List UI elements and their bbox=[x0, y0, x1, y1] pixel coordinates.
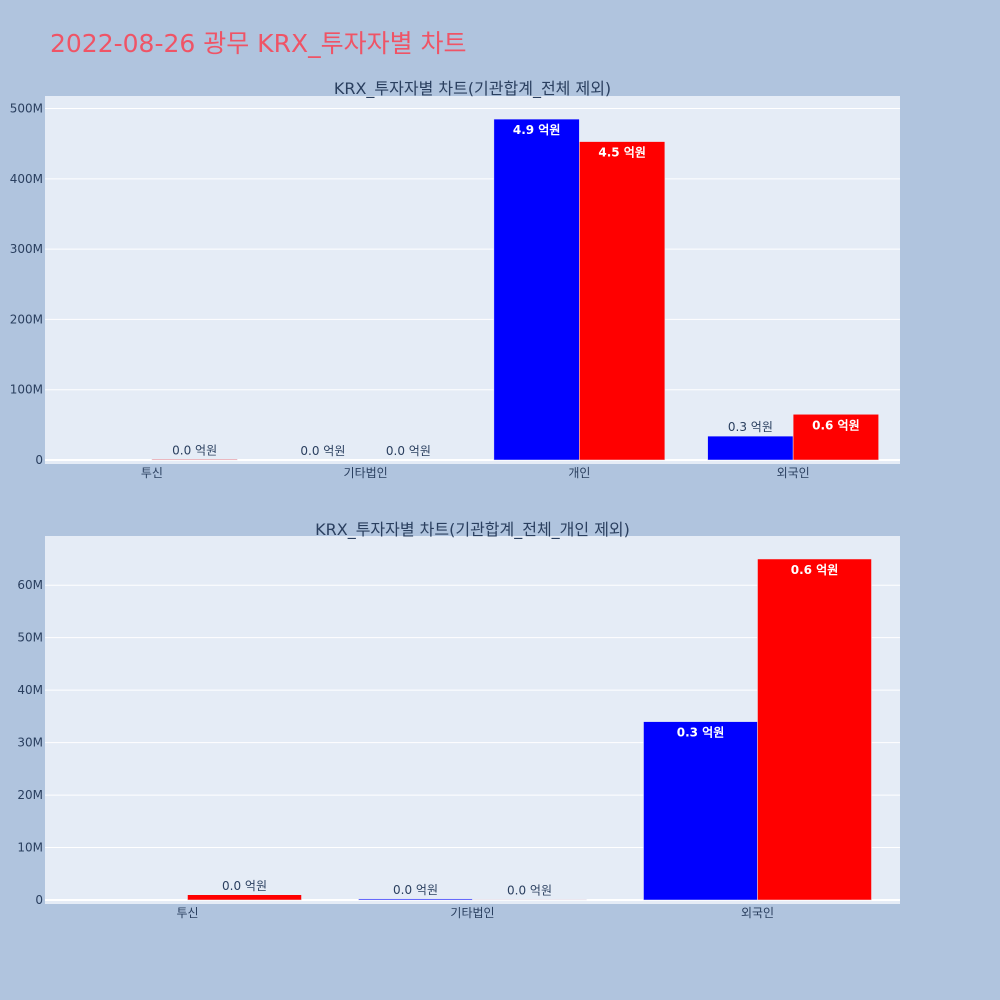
chart1-x-tick-label: 기타법인 bbox=[344, 466, 388, 480]
chart1-data-label: 4.9 억원 bbox=[513, 123, 561, 137]
chart2-x-tick-label: 투신 bbox=[176, 906, 198, 920]
chart2-y-tick-label: 20M bbox=[17, 788, 43, 802]
chart2-data-label: 0.3 억원 bbox=[677, 726, 725, 740]
chart2-y-tick-label: 50M bbox=[17, 631, 43, 645]
chart1-data-label: 0.0 억원 bbox=[386, 444, 431, 458]
chart1-y-tick-label: 500M bbox=[10, 102, 43, 116]
chart1-y-tick-label: 300M bbox=[10, 242, 43, 256]
chart2-bar-red bbox=[187, 894, 302, 901]
chart2-y-tick-label: 0 bbox=[35, 893, 43, 907]
chart1-data-label: 0.6 억원 bbox=[812, 418, 860, 432]
chart1-bar-red bbox=[792, 414, 879, 461]
chart1-x-tick-label: 투신 bbox=[141, 466, 163, 480]
chart1-bar-red bbox=[579, 141, 666, 461]
chart2-y-tick-label: 60M bbox=[17, 578, 43, 592]
chart2-y-tick-label: 40M bbox=[17, 683, 43, 697]
chart2-title: KRX_투자자별 차트(기관합계_전체_개인 제외) bbox=[315, 520, 630, 540]
chart2-data-label: 0.6 억원 bbox=[791, 563, 839, 577]
chart2-data-label: 0.0 억원 bbox=[507, 883, 552, 897]
chart1-data-label: 4.5 억원 bbox=[598, 146, 646, 160]
chart2-y-tick-label: 30M bbox=[17, 736, 43, 750]
chart1-bar-blue bbox=[707, 435, 794, 461]
chart2-bar-blue bbox=[643, 721, 758, 901]
chart2-bar-blue bbox=[358, 898, 473, 901]
chart1-data-label: 0.3 억원 bbox=[728, 420, 773, 434]
chart1-data-label: 0.0 억원 bbox=[172, 443, 217, 457]
chart2-bar-red bbox=[472, 899, 587, 901]
chart2-x-tick-label: 외국인 bbox=[741, 906, 774, 920]
chart2-y-tick-label: 10M bbox=[17, 841, 43, 855]
chart1-title: KRX_투자자별 차트(기관합계_전체 제외) bbox=[334, 79, 611, 99]
chart2-data-label: 0.0 억원 bbox=[222, 879, 267, 893]
chart1-bar-blue bbox=[493, 118, 580, 461]
page-title: 2022-08-26 광무 KRX_투자자별 차트 bbox=[50, 29, 467, 58]
chart1-plot-area bbox=[45, 96, 900, 464]
chart2-x-tick-label: 기타법인 bbox=[450, 906, 494, 920]
chart1-y-tick-label: 0 bbox=[35, 453, 43, 467]
chart1-x-tick-label: 개인 bbox=[568, 466, 590, 480]
chart2-bar-red bbox=[757, 558, 872, 901]
chart1-data-label: 0.0 억원 bbox=[300, 444, 345, 458]
chart2-data-label: 0.0 억원 bbox=[393, 883, 438, 897]
chart1-y-tick-label: 100M bbox=[10, 383, 43, 397]
chart1-y-tick-label: 400M bbox=[10, 172, 43, 186]
chart1-x-tick-label: 외국인 bbox=[777, 466, 810, 480]
chart1-y-tick-label: 200M bbox=[10, 312, 43, 326]
chart1-bar-red bbox=[151, 459, 238, 461]
